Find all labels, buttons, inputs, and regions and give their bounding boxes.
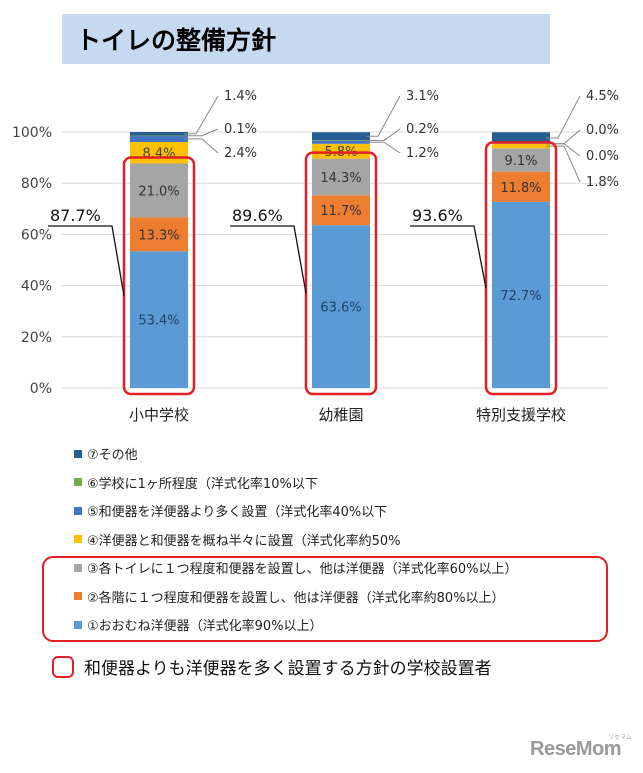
bar-segment xyxy=(130,135,188,137)
bar-segment xyxy=(492,201,550,388)
bar-segment xyxy=(130,135,188,142)
data-label: 3.1% xyxy=(406,89,439,104)
data-label: 11.7% xyxy=(320,204,361,219)
legend-swatch xyxy=(74,563,82,572)
chart-title: トイレの整備方針 xyxy=(62,14,550,64)
legend-swatch xyxy=(74,506,82,515)
data-label: 2.4% xyxy=(224,146,257,161)
data-label: 63.6% xyxy=(320,301,361,316)
bar-segment xyxy=(492,143,550,149)
y-tick-label: 60% xyxy=(21,227,52,243)
leader-line xyxy=(184,138,219,154)
bar-segment xyxy=(492,148,550,172)
y-tick-label: 0% xyxy=(30,381,52,397)
data-label: 53.4% xyxy=(138,314,179,329)
bar-segment xyxy=(312,158,370,196)
y-tick-label: 40% xyxy=(21,279,52,295)
resemom-logo-sub: リセマム xyxy=(608,734,633,741)
legend-label: ⑥学校に1ヶ所程度（洋式化率10%以下 xyxy=(87,476,318,492)
data-label: 21.0% xyxy=(138,184,179,199)
y-tick-label: 100% xyxy=(12,125,52,141)
highlight-total-label: 89.6% xyxy=(232,206,283,225)
highlight-frame xyxy=(484,141,558,396)
bar-segment xyxy=(492,132,550,144)
highlight-total-line xyxy=(48,225,125,296)
data-label: 14.3% xyxy=(320,171,361,186)
bar-segment xyxy=(492,171,550,202)
legend-label: ⑤和便器を洋便器より多く設置（洋式化率40%以下 xyxy=(87,505,388,520)
resemom-logo: ReseMom xyxy=(530,738,621,760)
x-category-label: 小中学校 xyxy=(129,406,189,424)
legend-swatch xyxy=(74,449,82,458)
bar-segment xyxy=(312,140,370,141)
y-tick-label: 20% xyxy=(21,330,52,346)
bar-segment xyxy=(130,217,188,252)
data-label: 9.1% xyxy=(504,154,537,169)
legend-label: ④洋便器と和便器を概ね半々に設置（洋式化率約50% xyxy=(87,533,401,549)
highlight-total-label: 87.7% xyxy=(50,206,101,225)
leader-line xyxy=(184,128,219,137)
leader-line xyxy=(366,141,401,154)
legend-item: ⑥学校に1ヶ所程度（洋式化率10%以下 xyxy=(74,473,318,492)
legend-label: ②各階に１つ程度和便器を設置し、他は洋便器（洋式化率約80%以上） xyxy=(87,590,505,606)
legend-highlight-box xyxy=(42,556,608,642)
highlight-note-box xyxy=(52,655,74,678)
legend-swatch xyxy=(74,478,82,486)
leader-line xyxy=(366,95,401,137)
data-label: 1.8% xyxy=(586,175,619,190)
legend-item: ⑦その他 xyxy=(74,444,138,463)
data-label: 4.5% xyxy=(586,89,619,104)
x-category-label: 特別支援学校 xyxy=(476,406,566,424)
bar-segment xyxy=(312,195,370,226)
x-category-label: 幼稚園 xyxy=(318,406,363,424)
leader-line xyxy=(366,128,401,141)
highlight-total-label: 93.6% xyxy=(412,206,463,225)
data-label: 0.2% xyxy=(406,122,439,137)
bar-segment xyxy=(312,132,370,141)
data-label: 0.0% xyxy=(586,149,619,164)
bar-segment xyxy=(130,132,188,136)
highlight-total-line xyxy=(230,225,307,294)
legend-label: ③各トイレに１つ程度和便器を設置し、他は洋便器（洋式化率60%以上） xyxy=(87,562,518,577)
data-label: 72.7% xyxy=(500,289,541,304)
highlight-total-line xyxy=(410,225,487,289)
highlight-frame xyxy=(122,156,196,396)
stacked-bar-chart: 0% 20% 40% 60% 80% 100% 53.4% 13.3% 21.0% 8.4% 1.4… xyxy=(12,89,619,424)
bar-segment xyxy=(312,143,370,159)
data-label: 0.1% xyxy=(224,122,257,137)
bar-segment xyxy=(130,163,188,218)
y-tick-label: 80% xyxy=(21,176,52,192)
legend-item: ⑤和便器を洋便器より多く設置（洋式化率40%以下 xyxy=(74,501,387,520)
bar-segment xyxy=(312,140,370,144)
data-label: 11.8% xyxy=(500,181,541,196)
data-label: 1.2% xyxy=(406,146,439,161)
highlight-note: 和便器よりも洋便器を多く設置する方針の学校設置者 xyxy=(52,654,492,679)
highlight-note-text: 和便器よりも洋便器を多く設置する方針の学校設置者 xyxy=(84,659,492,679)
leader-line xyxy=(546,145,581,183)
legend-swatch xyxy=(74,535,82,543)
data-label: 8.4% xyxy=(142,147,175,162)
bar-segment xyxy=(130,251,188,388)
legend-swatch xyxy=(74,592,82,600)
bar-segment xyxy=(312,225,370,388)
leader-line xyxy=(546,95,581,139)
data-label: 1.4% xyxy=(224,89,257,104)
highlight-frame xyxy=(304,151,378,396)
data-label: 13.3% xyxy=(138,228,179,243)
data-label: 0.0% xyxy=(586,123,619,138)
legend-item: ③各トイレに１つ程度和便器を設置し、他は洋便器（洋式化率60%以上） xyxy=(74,558,518,577)
legend-item: ②各階に１つ程度和便器を設置し、他は洋便器（洋式化率約80%以上） xyxy=(74,587,505,606)
legend-label: ⑦その他 xyxy=(87,448,138,463)
legend-label: ①おおむね洋便器（洋式化率90%以上） xyxy=(87,619,323,634)
legend-item: ①おおむね洋便器（洋式化率90%以上） xyxy=(74,615,323,634)
legend-item: ④洋便器と和便器を概ね半々に設置（洋式化率約50% xyxy=(74,530,401,549)
leader-line xyxy=(184,95,219,135)
legend-swatch xyxy=(74,620,82,629)
